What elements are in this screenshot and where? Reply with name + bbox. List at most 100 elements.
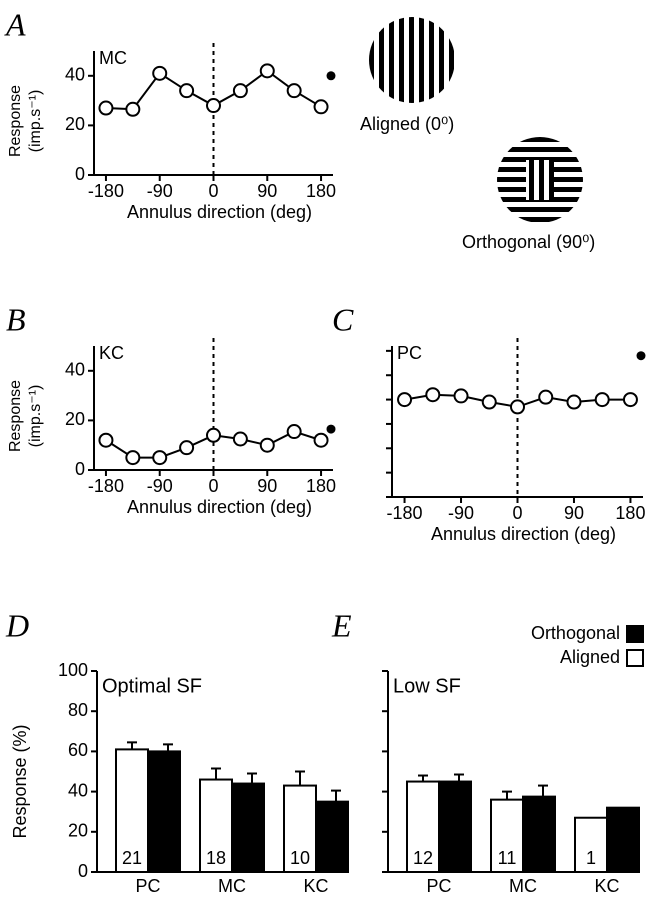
panel-title: PC — [397, 343, 422, 363]
stimulus-label: Orthogonal (90⁰) — [462, 232, 595, 252]
point — [481, 394, 497, 410]
y-tick-label: 60 — [68, 740, 88, 760]
point — [232, 83, 248, 99]
y-axis-label: Response (%) — [10, 724, 30, 838]
point — [206, 98, 221, 114]
x-tick-label: KC — [303, 876, 328, 896]
reference-point — [326, 71, 336, 81]
x-tick-label: -180 — [88, 181, 124, 201]
y-tick-label: 0 — [75, 459, 85, 479]
x-axis-label: Annulus direction (deg) — [127, 497, 312, 517]
point — [232, 431, 248, 447]
n-label: 11 — [498, 848, 517, 868]
point — [453, 388, 469, 404]
x-tick-label: -90 — [448, 503, 474, 523]
point — [179, 83, 195, 99]
panel-label: B — [6, 301, 26, 337]
x-tick-label: 0 — [512, 503, 522, 523]
point — [286, 83, 302, 99]
x-axis-label: Annulus direction (deg) — [127, 202, 312, 222]
y-tick-label: 100 — [58, 660, 88, 680]
bar — [490, 798, 524, 874]
y-tick-label: 0 — [78, 861, 88, 881]
bar — [231, 782, 265, 873]
point — [538, 389, 554, 405]
panel-title: Optimal SF — [102, 675, 202, 697]
legend-swatch — [626, 649, 644, 667]
legend-label: Aligned — [560, 647, 620, 667]
panel-label: A — [4, 6, 26, 42]
x-tick-label: 90 — [257, 181, 277, 201]
point — [259, 63, 275, 79]
point — [98, 100, 114, 116]
x-tick-label: 180 — [615, 503, 645, 523]
x-tick-label: 90 — [257, 476, 277, 496]
bar — [606, 806, 640, 873]
legend-swatch — [626, 625, 644, 643]
y-axis-label: Response — [7, 85, 24, 157]
bar — [522, 795, 556, 873]
x-tick-label: PC — [426, 876, 451, 896]
x-tick-label: -180 — [387, 503, 423, 523]
y-axis-label: (imp.s⁻¹) — [27, 385, 44, 448]
n-label: 21 — [122, 848, 142, 868]
x-tick-label: 180 — [306, 181, 336, 201]
panel-label: D — [5, 607, 29, 643]
x-tick-label: 0 — [208, 476, 218, 496]
bar — [115, 748, 149, 874]
y-axis-label: (imp.s⁻¹) — [27, 90, 44, 153]
y-tick-label: 0 — [75, 164, 85, 184]
reference-point — [636, 351, 646, 361]
point — [313, 99, 329, 115]
panel-label: E — [331, 607, 352, 643]
y-tick-label: 40 — [68, 780, 88, 800]
legend-label: Orthogonal — [531, 623, 620, 643]
point — [622, 392, 638, 408]
reference-point — [326, 424, 336, 434]
x-tick-label: -180 — [88, 476, 124, 496]
x-tick-label: MC — [509, 876, 537, 896]
point — [179, 440, 195, 456]
point — [594, 392, 610, 408]
orthogonal-stimulus — [497, 137, 583, 223]
point — [510, 399, 525, 415]
panel-label: C — [332, 301, 354, 337]
panel-title: Low SF — [393, 675, 461, 697]
panel-title: MC — [99, 48, 127, 68]
n-label: 1 — [586, 848, 596, 868]
aligned-stimulus — [369, 17, 455, 103]
n-label: 18 — [206, 848, 226, 868]
x-tick-label: 0 — [208, 181, 218, 201]
point — [152, 65, 168, 81]
y-tick-label: 20 — [65, 114, 85, 134]
point — [152, 450, 168, 466]
bar — [438, 780, 472, 873]
bar — [147, 750, 181, 874]
panel-title: KC — [99, 343, 124, 363]
bar — [574, 816, 608, 873]
point — [286, 424, 302, 440]
y-tick-label: 20 — [68, 821, 88, 841]
x-tick-label: 90 — [564, 503, 584, 523]
x-axis-label: Annulus direction (deg) — [431, 524, 616, 544]
point — [98, 432, 114, 448]
x-tick-label: PC — [135, 876, 160, 896]
y-tick-label: 80 — [68, 700, 88, 720]
n-label: 10 — [290, 848, 310, 868]
bar — [315, 800, 349, 874]
y-axis-label: Response — [7, 380, 24, 452]
point — [259, 437, 275, 453]
point — [125, 450, 141, 466]
x-tick-label: 180 — [306, 476, 336, 496]
point — [397, 392, 413, 408]
point — [125, 101, 141, 117]
x-tick-label: -90 — [147, 476, 173, 496]
point — [313, 432, 329, 448]
n-label: 12 — [413, 848, 433, 868]
x-tick-label: KC — [594, 876, 619, 896]
y-tick-label: 40 — [65, 360, 85, 380]
point — [425, 387, 441, 403]
point — [566, 394, 582, 410]
y-tick-label: 40 — [65, 65, 85, 85]
